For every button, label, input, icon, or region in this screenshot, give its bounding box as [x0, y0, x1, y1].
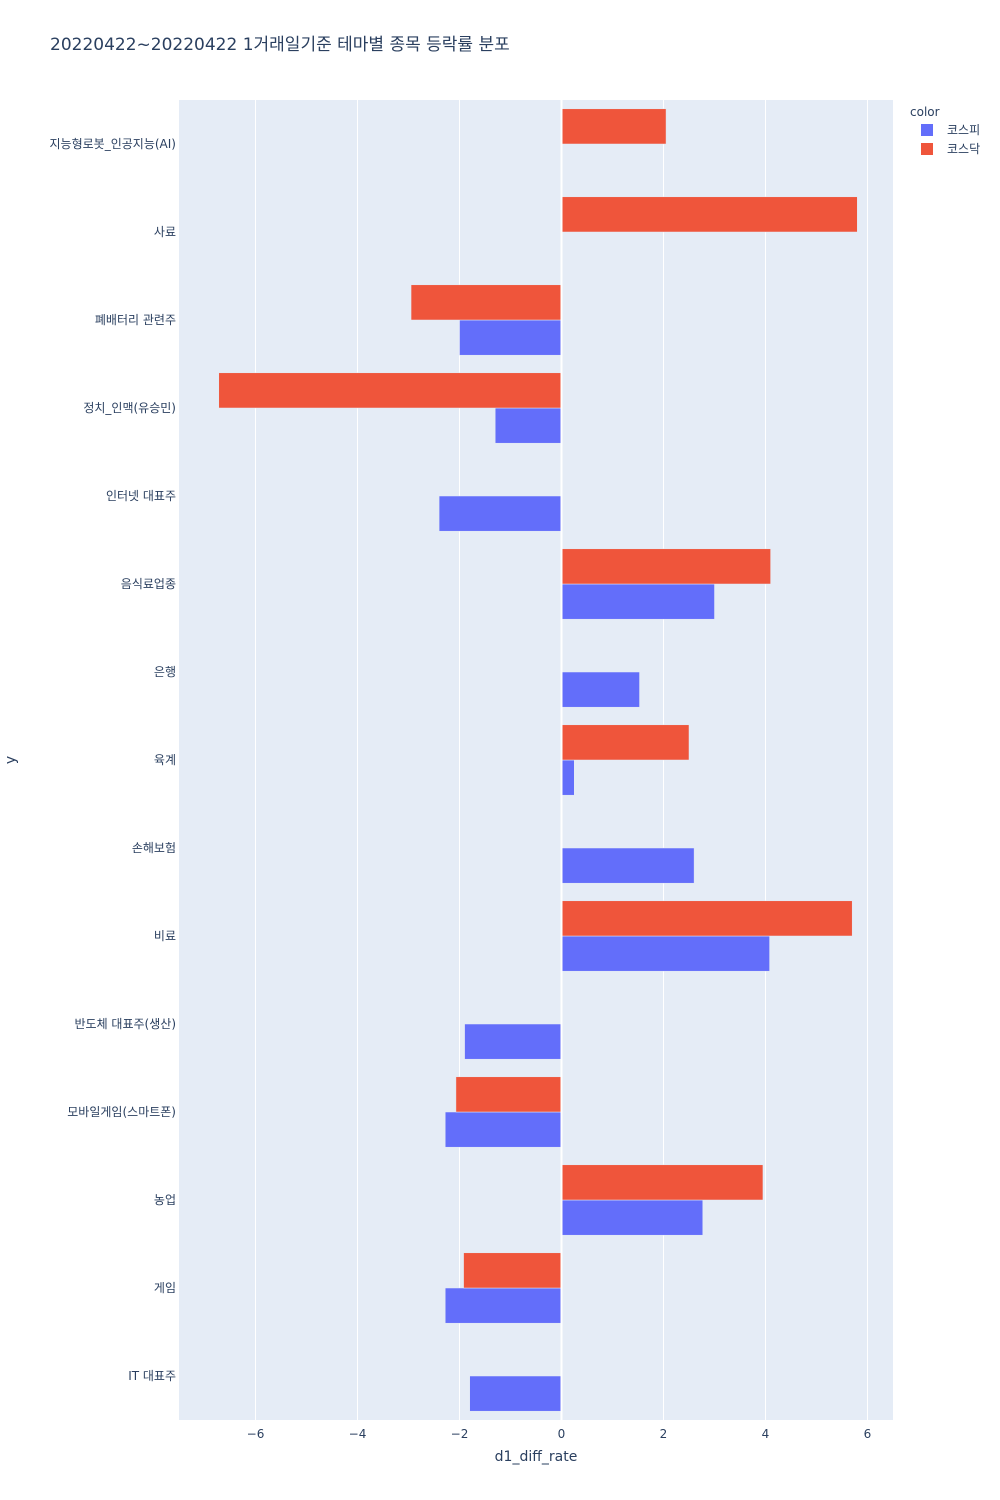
- bar: [561, 548, 771, 585]
- legend-item[interactable]: 코스피: [921, 123, 980, 137]
- x-tick-label: 6: [864, 1427, 872, 1441]
- y-tick-label: 폐배터리 관련주: [95, 313, 176, 327]
- legend-swatch: [921, 143, 933, 155]
- bar: [438, 495, 562, 532]
- y-tick-label: 사료: [154, 225, 176, 239]
- x-tick-label: 0: [558, 1427, 566, 1441]
- bar: [455, 1076, 562, 1113]
- bar: [561, 671, 640, 708]
- y-tick-label: 비료: [154, 929, 176, 943]
- y-tick-label: 반도체 대표주(생산): [75, 1017, 177, 1031]
- y-tick-label: 은행: [154, 664, 176, 679]
- y-tick-label: 농업: [154, 1193, 176, 1207]
- x-tick-label: −4: [349, 1427, 367, 1441]
- legend-label: 코스피: [947, 123, 980, 137]
- x-tick-label: −6: [247, 1427, 265, 1441]
- bar: [561, 1199, 704, 1236]
- bar: [561, 108, 667, 145]
- bar: [444, 1111, 562, 1148]
- y-tick-label: 지능형로봇_인공지능(AI): [50, 137, 176, 151]
- bar: [561, 1164, 764, 1201]
- legend-title: color: [910, 105, 940, 119]
- bar: [410, 284, 562, 321]
- bar: [561, 583, 715, 620]
- y-tick-label: 모바일게임(스마트폰): [67, 1105, 176, 1119]
- bar: [459, 319, 562, 356]
- bar: [561, 759, 575, 796]
- legend-swatch: [921, 124, 933, 136]
- bars-group: [218, 108, 858, 1412]
- y-tick-label: 인터넷 대표주: [106, 489, 176, 503]
- x-tick-label: 4: [762, 1427, 770, 1441]
- bar: [469, 1375, 562, 1412]
- y-tick-label: 손해보험: [132, 841, 176, 855]
- bar: [561, 196, 858, 233]
- chart-title: 20220422~20220422 1거래일기준 테마별 종목 등락률 분포: [50, 35, 510, 55]
- bar: [218, 372, 562, 409]
- bar: [464, 1023, 562, 1060]
- bar: [561, 724, 690, 761]
- legend-item[interactable]: 코스닥: [921, 142, 980, 156]
- legend-label: 코스닥: [947, 142, 980, 156]
- bar: [463, 1252, 562, 1289]
- x-tick-label: 2: [660, 1427, 668, 1441]
- x-tick-label: −2: [451, 1427, 469, 1441]
- bar: [561, 847, 695, 884]
- y-tick-label: IT 대표주: [128, 1369, 176, 1383]
- y-tick-label: 정치_인맥(유승민): [83, 401, 176, 415]
- y-axis-title: y: [3, 756, 19, 764]
- bar: [444, 1287, 562, 1324]
- bar: [561, 935, 770, 972]
- bar: [561, 900, 853, 937]
- x-axis-title: d1_diff_rate: [495, 1449, 578, 1465]
- bar: [494, 407, 562, 444]
- x-tick-labels: −6 −4 −2 0 2 4 6: [247, 1427, 872, 1441]
- y-tick-label: 게임: [154, 1281, 176, 1295]
- y-tick-label: 육계: [154, 753, 176, 767]
- y-tick-label: 음식료업종: [121, 577, 176, 591]
